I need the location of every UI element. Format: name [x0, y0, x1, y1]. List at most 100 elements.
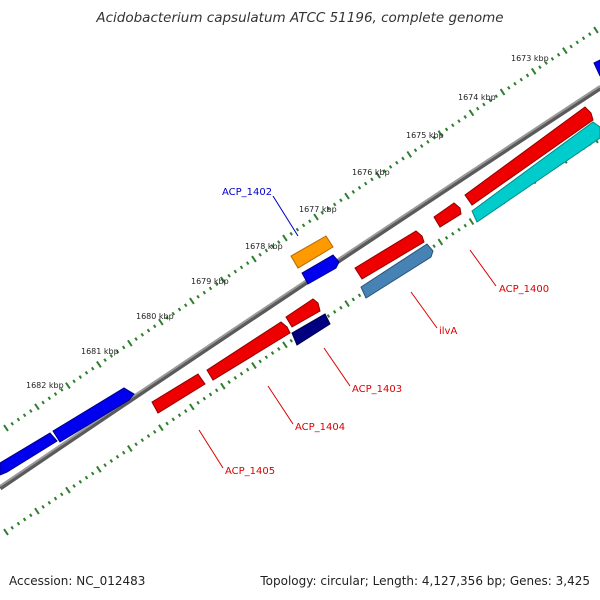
gene-arrow-red[interactable] — [206, 321, 291, 381]
gene-arrow-steelblue[interactable] — [360, 243, 434, 299]
ruler-major-tick — [96, 465, 102, 473]
ruler-minor-tick — [270, 351, 275, 355]
gene-arrow-blue[interactable] — [0, 432, 58, 476]
ruler-major-tick — [158, 318, 164, 326]
ruler-minor-tick — [134, 337, 138, 341]
ruler-label-1673: 1673 kbp — [511, 54, 549, 63]
ruler-major-tick — [437, 238, 444, 246]
ruler-minor-tick — [41, 400, 45, 405]
ruler-minor-tick — [538, 65, 542, 70]
ruler-minor-tick — [245, 261, 250, 266]
ruler-major-tick — [65, 382, 71, 389]
ruler-minor-tick — [115, 349, 120, 354]
ruler-minor-tick — [16, 521, 21, 526]
ruler-minor-tick — [326, 314, 331, 318]
ruler-minor-tick — [363, 181, 368, 186]
ruler-major-tick — [34, 403, 40, 411]
ruler-minor-tick — [507, 86, 511, 90]
ruler-labels: 1673 kbp 1674 kbp 1675 kbp 1676 kbp 1677… — [26, 54, 549, 390]
gene-arrow-red[interactable] — [354, 230, 425, 280]
forward-strand-genes — [0, 59, 600, 476]
gene-label-acp1400[interactable]: ACP_1400 — [499, 284, 549, 295]
leader-line-ilva — [410, 291, 438, 329]
ruler-minor-tick — [444, 236, 449, 240]
gene-arrow-red[interactable] — [151, 373, 206, 414]
gene-label-acp1403[interactable]: ACP_1403 — [352, 384, 402, 395]
gene-arrow-blue[interactable] — [301, 254, 340, 285]
leader-line-acp1400 — [469, 249, 497, 287]
ruler-major-tick — [220, 382, 226, 390]
gene-arrow-blue[interactable] — [593, 59, 600, 77]
gene-arrow-red[interactable] — [464, 106, 594, 206]
ruler-minor-tick — [525, 73, 530, 78]
ruler-major-tick — [282, 341, 288, 349]
ruler-minor-tick — [84, 475, 89, 480]
ruler-minor-tick — [451, 231, 455, 236]
ruler-minor-tick — [370, 177, 374, 182]
gene-arrow-cyan[interactable] — [471, 121, 600, 223]
gene-label-acp1404[interactable]: ACP_1404 — [295, 422, 345, 433]
ruler-minor-tick — [10, 421, 14, 426]
ruler-minor-tick — [301, 223, 306, 228]
ruler-minor-tick — [165, 421, 169, 426]
ruler-major-tick — [468, 218, 475, 226]
ruler-minor-tick — [588, 32, 592, 37]
gene-arrow-red[interactable] — [285, 298, 321, 328]
gene-arrow-red[interactable] — [433, 202, 462, 228]
ruler-minor-tick — [152, 429, 157, 434]
ruler-minor-tick — [320, 210, 324, 215]
ruler-minor-tick — [29, 513, 33, 518]
ruler-major-tick — [562, 47, 568, 55]
ruler-track-upper — [3, 26, 599, 432]
ruler-minor-tick — [488, 98, 492, 103]
ruler-minor-tick — [264, 248, 269, 253]
ruler-minor-tick — [357, 185, 362, 190]
ruler-minor-tick — [451, 123, 455, 128]
ruler-minor-tick — [134, 442, 138, 447]
ruler-minor-tick — [214, 388, 219, 393]
ruler-major-tick — [3, 424, 9, 432]
ruler-minor-tick — [146, 328, 151, 333]
gene-arrow-navy[interactable] — [291, 313, 331, 346]
ruler-major-tick — [344, 300, 350, 308]
ruler-major-tick — [251, 255, 257, 263]
ruler-minor-tick — [463, 115, 467, 119]
ruler-minor-tick — [575, 40, 580, 45]
ruler-minor-tick — [140, 332, 145, 337]
ruler-minor-tick — [388, 165, 393, 169]
ruler-minor-tick — [289, 338, 293, 343]
page-title: Acidobacterium capsulatum ATCC 51196, co… — [96, 10, 504, 26]
ruler-major-tick — [127, 445, 133, 452]
ruler-minor-tick — [53, 496, 58, 501]
ruler-minor-tick — [84, 370, 89, 375]
ruler-minor-tick — [227, 273, 231, 278]
ruler-minor-tick — [208, 392, 213, 397]
ruler-minor-tick — [264, 355, 269, 360]
ruler-label-1680: 1680 kbp — [136, 312, 174, 321]
ruler-minor-tick — [196, 400, 200, 405]
ruler-minor-tick — [475, 106, 480, 111]
ruler-minor-tick — [382, 169, 387, 173]
gene-label-acp1405[interactable]: ACP_1405 — [225, 466, 275, 477]
ruler-minor-tick — [152, 324, 157, 329]
gene-label-ilva[interactable]: ilvA — [439, 326, 457, 337]
ruler-major-tick — [189, 403, 195, 411]
ruler-major-tick — [437, 130, 444, 138]
leader-line-acp1404 — [267, 385, 294, 425]
ruler-minor-tick — [457, 119, 461, 123]
ruler-major-tick — [406, 150, 413, 158]
ruler-major-tick — [375, 171, 381, 179]
gene-label-acp1402[interactable]: ACP_1402 — [222, 187, 272, 198]
ruler-minor-tick — [258, 359, 262, 364]
ruler-minor-tick — [463, 223, 467, 228]
gene-arrow-blue[interactable] — [52, 387, 135, 443]
ruler-minor-tick — [171, 417, 176, 422]
ruler-minor-tick — [16, 417, 21, 422]
ruler-minor-tick — [109, 459, 114, 463]
gene-arrow-orange[interactable] — [290, 235, 334, 269]
ruler-minor-tick — [103, 358, 107, 362]
ruler-major-tick — [344, 192, 350, 200]
ruler-minor-tick — [146, 434, 151, 438]
ruler-minor-tick — [140, 438, 145, 443]
